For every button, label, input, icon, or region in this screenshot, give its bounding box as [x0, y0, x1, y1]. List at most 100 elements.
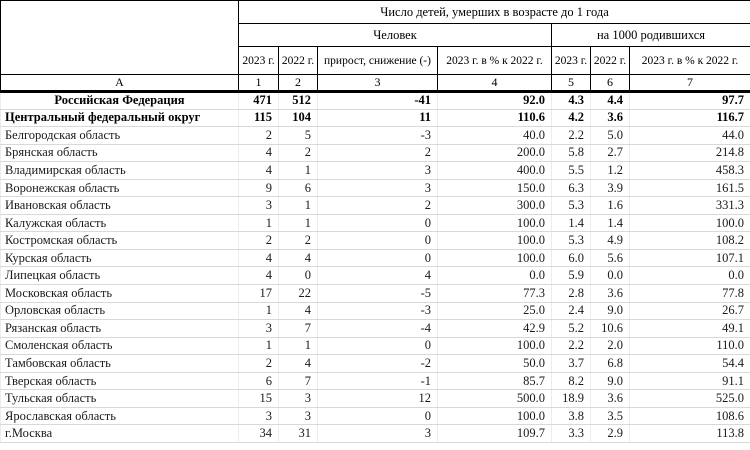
value-cell: 5.3 [551, 196, 591, 215]
value-cell: 331.3 [628, 196, 750, 215]
region-name-cell: Калужская область [0, 213, 239, 233]
value-cell: 2 [278, 143, 318, 163]
value-cell: 1 [238, 336, 279, 356]
value-cell: 3.5 [590, 406, 630, 426]
value-cell: 4 [238, 266, 279, 286]
value-cell: 3 [317, 178, 438, 198]
value-cell: 2 [317, 196, 438, 215]
value-cell: 1 [278, 336, 318, 356]
value-cell: 2.4 [551, 301, 591, 321]
value-cell: 1.4 [590, 213, 630, 233]
region-name-cell: Смоленская область [0, 336, 239, 356]
value-cell: 77.3 [437, 284, 552, 303]
value-cell: 6 [238, 371, 279, 391]
value-cell: 3 [317, 161, 438, 180]
value-cell: 5.5 [551, 161, 591, 180]
table-row: Курская область 4 4 0 100.0 6.0 5.6 107.1 [0, 248, 750, 268]
value-cell: 5.8 [551, 143, 591, 163]
value-cell: 1 [278, 161, 318, 180]
value-cell: 4.2 [551, 108, 591, 128]
value-cell: 3 [238, 406, 279, 426]
value-cell: 5.9 [551, 266, 591, 286]
value-cell: 3 [278, 406, 318, 426]
region-name-cell: Липецкая область [0, 266, 239, 286]
value-cell: 12 [317, 389, 438, 408]
value-cell: 200.0 [437, 143, 552, 163]
value-cell: 42.9 [437, 319, 552, 338]
table-row: Московская область 17 22 -5 77.3 2.8 3.6 77.8 [0, 284, 750, 303]
value-cell: 115 [238, 108, 279, 128]
value-cell: 3.3 [551, 424, 591, 443]
col-header-2023-persons: 2023 г. [238, 46, 279, 75]
region-name-cell: Ярославская область [0, 406, 239, 426]
value-cell: 161.5 [628, 178, 750, 198]
value-cell: 77.8 [628, 284, 750, 303]
value-cell: 0 [317, 213, 438, 233]
value-cell: 1.4 [551, 213, 591, 233]
value-cell: 4 [238, 248, 279, 268]
table-row: Рязанская область 3 7 -4 42.9 5.2 10.6 49.1 [0, 319, 750, 338]
region-name-cell: Тверская область [0, 371, 239, 391]
index-cell-7: 7 [628, 74, 750, 93]
value-cell: 6.0 [551, 248, 591, 268]
value-cell: 5 [278, 126, 318, 145]
value-cell: 100.0 [628, 213, 750, 233]
value-cell: 6.8 [590, 354, 630, 373]
value-cell: 6 [278, 178, 318, 198]
value-cell: 40.0 [437, 126, 552, 145]
value-cell: 5.3 [551, 231, 591, 250]
value-cell: 500.0 [437, 389, 552, 408]
value-cell: 100.0 [437, 231, 552, 250]
region-name-cell: Курская область [0, 248, 239, 268]
value-cell: 0.0 [628, 266, 750, 286]
table-row: Российская Федерация 471 512 -41 92.0 4.3 4.4 9… [0, 91, 750, 110]
value-cell: 2 [278, 231, 318, 250]
value-cell: 7 [278, 371, 318, 391]
table-header: Число детей, умерших в возрасте до 1 год… [0, 0, 750, 93]
index-cell-1: 1 [238, 74, 279, 93]
table-row: Тверская область 6 7 -1 85.7 8.2 9.0 91.1 [0, 371, 750, 391]
value-cell: -4 [317, 319, 438, 338]
value-cell: 4 [278, 301, 318, 321]
value-cell: 3.9 [590, 178, 630, 198]
value-cell: 4 [238, 161, 279, 180]
value-cell: 31 [278, 424, 318, 443]
value-cell: 3 [238, 319, 279, 338]
header-row-years: 2023 г. 2022 г. прирост, снижение (-) 20… [1, 46, 750, 75]
value-cell: 471 [238, 91, 279, 110]
value-cell: 1 [278, 213, 318, 233]
value-cell: 110.0 [628, 336, 750, 356]
value-cell: 1 [238, 301, 279, 321]
value-cell: 0 [278, 266, 318, 286]
value-cell: 107.1 [628, 248, 750, 268]
region-name-cell: Российская Федерация [0, 91, 239, 110]
value-cell: 44.0 [628, 126, 750, 145]
value-cell: 4 [238, 143, 279, 163]
table-row: Воронежская область 9 6 3 150.0 6.3 3.9 161.5 [0, 178, 750, 198]
value-cell: 1 [278, 196, 318, 215]
value-cell: 0.0 [437, 266, 552, 286]
region-name-cell: Воронежская область [0, 178, 239, 198]
table-row: Центральный федеральный округ 115 104 11 110… [0, 108, 750, 128]
value-cell: -2 [317, 354, 438, 373]
value-cell: 0.0 [590, 266, 630, 286]
value-cell: 512 [278, 91, 318, 110]
table-row: Ярославская область 3 3 0 100.0 3.8 3.5 108.6 [0, 406, 750, 426]
value-cell: 92.0 [437, 91, 552, 110]
value-cell: 113.8 [628, 424, 750, 443]
value-cell: 3.8 [551, 406, 591, 426]
value-cell: 8.2 [551, 371, 591, 391]
value-cell: 91.1 [628, 371, 750, 391]
value-cell: 11 [317, 108, 438, 128]
index-cell-5: 5 [551, 74, 591, 93]
table-row: Липецкая область 4 0 4 0.0 5.9 0.0 0.0 [0, 266, 750, 286]
col-header-2023-rate: 2023 г. [551, 46, 591, 75]
value-cell: 2.8 [551, 284, 591, 303]
value-cell: 2 [238, 354, 279, 373]
table-title-cell: Число детей, умерших в возрасте до 1 год… [237, 0, 750, 24]
value-cell: 2 [238, 231, 279, 250]
value-cell: -3 [317, 301, 438, 321]
value-cell: 3.6 [590, 108, 630, 128]
table-row: Брянская область 4 2 2 200.0 5.8 2.7 214.8 [0, 143, 750, 163]
